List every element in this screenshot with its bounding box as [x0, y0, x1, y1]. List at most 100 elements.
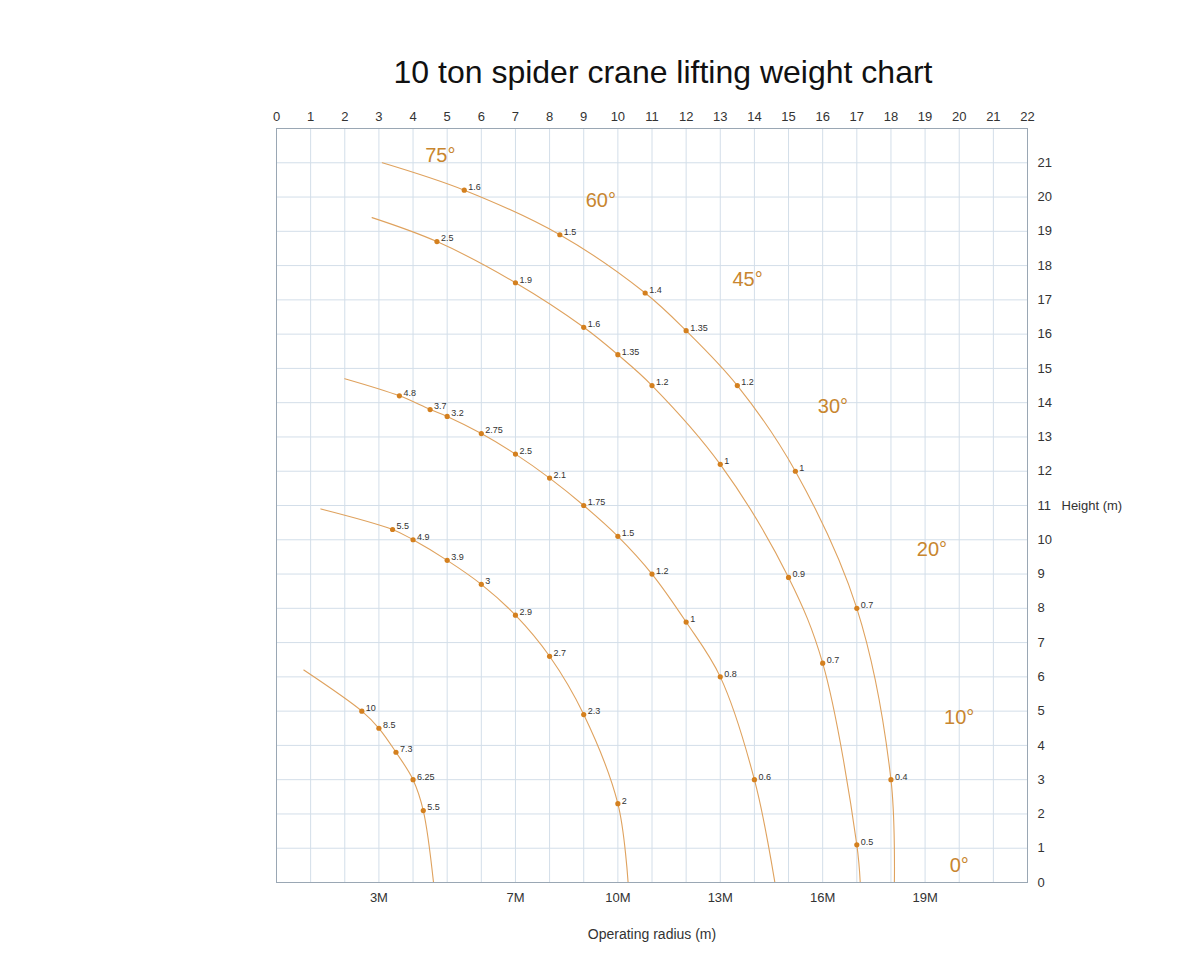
svg-text:16: 16: [815, 109, 829, 124]
svg-text:11: 11: [1038, 498, 1052, 513]
svg-text:3.7: 3.7: [434, 401, 447, 411]
svg-text:6: 6: [478, 109, 485, 124]
svg-text:2.9: 2.9: [519, 607, 532, 617]
svg-text:3: 3: [375, 109, 382, 124]
svg-text:19: 19: [918, 109, 932, 124]
svg-text:1: 1: [307, 109, 314, 124]
svg-text:1.5: 1.5: [564, 227, 577, 237]
svg-text:2.75: 2.75: [485, 425, 503, 435]
svg-text:20: 20: [952, 109, 966, 124]
svg-text:4.9: 4.9: [417, 532, 430, 542]
svg-text:20°: 20°: [917, 538, 947, 560]
svg-text:45°: 45°: [732, 268, 762, 290]
svg-text:16M: 16M: [810, 890, 835, 905]
svg-text:16: 16: [1038, 326, 1052, 341]
svg-text:7.3: 7.3: [400, 744, 413, 754]
svg-text:0.6: 0.6: [758, 772, 771, 782]
svg-text:14: 14: [1038, 395, 1052, 410]
svg-text:17: 17: [850, 109, 864, 124]
svg-text:10°: 10°: [944, 706, 974, 728]
svg-text:5: 5: [1038, 703, 1045, 718]
svg-text:10M: 10M: [605, 890, 630, 905]
svg-text:13M: 13M: [708, 890, 733, 905]
svg-text:6: 6: [1038, 669, 1045, 684]
svg-text:5.5: 5.5: [397, 521, 410, 531]
svg-text:15: 15: [1038, 361, 1052, 376]
svg-text:1: 1: [690, 614, 695, 624]
svg-text:3: 3: [485, 576, 490, 586]
svg-text:8.5: 8.5: [383, 720, 396, 730]
svg-text:18: 18: [1038, 258, 1052, 273]
svg-text:17: 17: [1038, 292, 1052, 307]
svg-text:60°: 60°: [586, 189, 616, 211]
svg-text:0.8: 0.8: [724, 669, 737, 679]
svg-text:1: 1: [1038, 840, 1045, 855]
svg-text:2: 2: [341, 109, 348, 124]
svg-text:2: 2: [1038, 806, 1045, 821]
svg-text:2.5: 2.5: [519, 446, 532, 456]
svg-text:1.75: 1.75: [588, 497, 606, 507]
svg-text:1.35: 1.35: [622, 347, 640, 357]
svg-text:10: 10: [366, 703, 376, 713]
svg-text:4.8: 4.8: [403, 388, 416, 398]
svg-text:75°: 75°: [425, 144, 455, 166]
svg-text:0.7: 0.7: [861, 600, 874, 610]
svg-text:12: 12: [679, 109, 693, 124]
svg-text:3.9: 3.9: [451, 552, 464, 562]
svg-text:19: 19: [1038, 223, 1052, 238]
svg-text:1: 1: [799, 463, 804, 473]
svg-text:13: 13: [713, 109, 727, 124]
svg-text:0.5: 0.5: [861, 837, 874, 847]
svg-text:2.5: 2.5: [441, 233, 454, 243]
svg-text:1.35: 1.35: [690, 323, 708, 333]
svg-text:1.2: 1.2: [656, 566, 669, 576]
svg-text:12: 12: [1038, 463, 1052, 478]
svg-text:6.25: 6.25: [417, 772, 435, 782]
svg-text:9: 9: [1038, 566, 1045, 581]
svg-text:1.2: 1.2: [741, 377, 754, 387]
svg-text:2.3: 2.3: [588, 706, 601, 716]
svg-text:10: 10: [1038, 532, 1052, 547]
svg-text:1.4: 1.4: [649, 285, 662, 295]
svg-text:15: 15: [781, 109, 795, 124]
svg-text:0: 0: [1038, 875, 1045, 890]
svg-text:4: 4: [409, 109, 416, 124]
svg-text:4: 4: [1038, 738, 1045, 753]
svg-text:7M: 7M: [506, 890, 524, 905]
svg-text:7: 7: [512, 109, 519, 124]
svg-text:20: 20: [1038, 189, 1052, 204]
svg-text:1.2: 1.2: [656, 377, 669, 387]
svg-text:30°: 30°: [818, 395, 848, 417]
svg-text:10: 10: [611, 109, 625, 124]
svg-text:14: 14: [747, 109, 761, 124]
svg-text:2: 2: [622, 796, 627, 806]
svg-text:13: 13: [1038, 429, 1052, 444]
svg-text:5: 5: [444, 109, 451, 124]
svg-text:1.6: 1.6: [588, 319, 601, 329]
svg-text:21: 21: [1038, 155, 1052, 170]
svg-text:3.2: 3.2: [451, 408, 464, 418]
svg-text:0.4: 0.4: [895, 772, 908, 782]
svg-text:1.6: 1.6: [468, 182, 481, 192]
svg-text:19M: 19M: [912, 890, 937, 905]
svg-text:2.7: 2.7: [554, 648, 567, 658]
svg-text:Height (m): Height (m): [1062, 498, 1123, 513]
svg-text:1.9: 1.9: [519, 275, 532, 285]
svg-text:8: 8: [546, 109, 553, 124]
svg-text:8: 8: [1038, 600, 1045, 615]
svg-text:22: 22: [1020, 109, 1034, 124]
svg-text:18: 18: [884, 109, 898, 124]
svg-text:7: 7: [1038, 635, 1045, 650]
svg-text:Operating radius (m): Operating radius (m): [588, 926, 716, 942]
svg-text:3: 3: [1038, 772, 1045, 787]
svg-text:1: 1: [724, 456, 729, 466]
svg-text:2.1: 2.1: [554, 470, 567, 480]
svg-text:9: 9: [580, 109, 587, 124]
svg-text:0.7: 0.7: [827, 655, 840, 665]
svg-text:21: 21: [986, 109, 1000, 124]
svg-text:0°: 0°: [950, 854, 969, 876]
svg-text:1.5: 1.5: [622, 528, 635, 538]
svg-text:0: 0: [273, 109, 280, 124]
svg-text:11: 11: [645, 109, 659, 124]
svg-text:3M: 3M: [370, 890, 388, 905]
